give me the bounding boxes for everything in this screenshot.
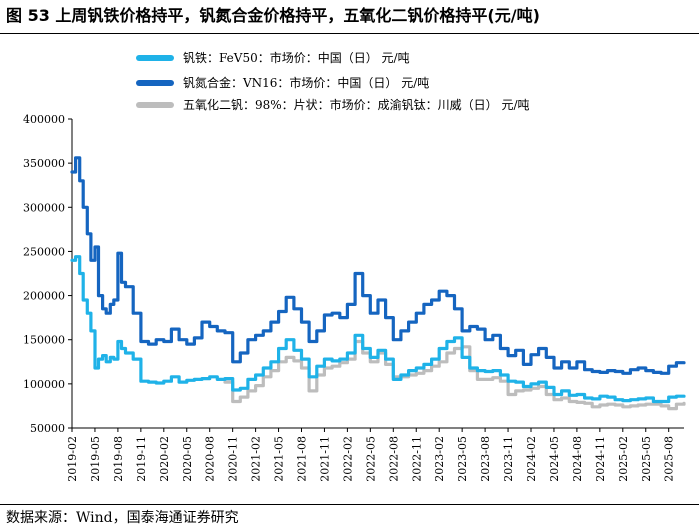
legend-label-vn16: 钒氮合金：VN16：市场价：中国（日） 元/吨 [183,76,430,90]
y-tick-label: 300000 [23,201,65,214]
x-tick-label: 2022-08 [387,436,400,482]
x-tick-label: 2020-08 [204,436,217,482]
legend-swatch-vn16 [136,80,174,86]
source-divider [0,504,699,505]
x-tick-label: 2019-02 [66,436,79,482]
x-tick-label: 2023-11 [502,436,515,482]
legend-swatch-v2o5 [136,102,174,108]
x-tick-label: 2024-11 [594,436,607,482]
y-tick-label: 100000 [23,378,65,391]
x-tick-label: 2022-11 [410,436,423,482]
y-tick-label: 50000 [30,422,65,435]
x-tick-label: 2019-05 [89,436,102,482]
x-tick-label: 2023-08 [479,436,492,482]
legend-label-v2o5: 五氧化二钒：98%：片状：市场价：成渝钒钛：川威（日） 元/吨 [183,98,530,112]
x-tick-label: 2021-11 [318,436,331,482]
x-tick-label: 2025-02 [617,436,630,482]
y-tick-label: 150000 [23,334,65,347]
legend-label-fev50: 钒铁：FeV50：市场价：中国（日） 元/吨 [183,51,410,65]
source-note: 数据来源：Wind，国泰海通证券研究 [6,510,239,526]
x-tick-label: 2023-02 [433,436,446,482]
y-tick-label: 200000 [23,290,65,303]
legend-swatch-fev50 [136,55,174,61]
series-line-v2o5 [223,339,686,411]
y-tick-label: 250000 [23,245,65,258]
x-tick-label: 2020-02 [158,436,171,482]
chart-axes: 50000 100000 150000 200000 250000 300000 35000… [23,113,684,482]
y-tick-label: 400000 [23,113,65,126]
x-tick-label: 2023-05 [456,436,469,482]
x-tick-label: 2024-02 [525,436,538,482]
x-tick-label: 2025-08 [663,436,676,482]
x-tick-label: 2020-05 [181,436,194,482]
x-tick-label: 2022-02 [341,436,354,482]
x-tick-label: 2022-05 [364,436,377,482]
chart-title: 图 53 上周钒铁价格持平，钒氮合金价格持平，五氧化二钒价格持平(元/吨) [6,6,540,25]
x-tick-label: 2021-02 [250,436,263,482]
x-tick-label: 2019-11 [135,436,148,482]
x-tick-label: 2021-05 [273,436,286,482]
y-tick-label: 350000 [23,157,65,170]
line-chart: 50000 100000 150000 200000 250000 300000 35000… [23,113,686,482]
series-line-fev50 [70,255,686,404]
x-tick-label: 2019-08 [112,436,125,482]
series-line-vn16 [70,156,686,375]
x-tick-label: 2024-05 [548,436,561,482]
series-layer [70,156,686,411]
x-tick-label: 2021-08 [296,436,309,482]
x-tick-label: 2020-11 [227,436,240,482]
title-divider [0,33,699,34]
x-tick-label: 2024-08 [571,436,584,482]
x-tick-label: 2025-05 [640,436,653,482]
